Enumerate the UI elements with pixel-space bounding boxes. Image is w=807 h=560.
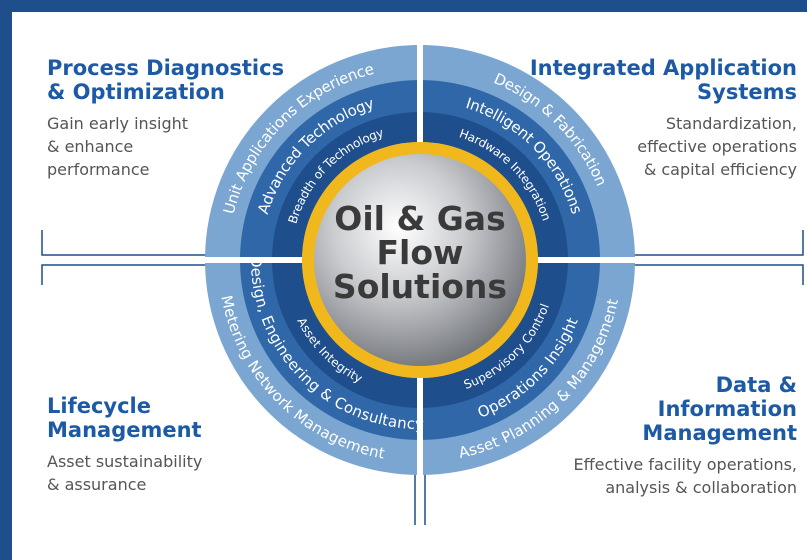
diagram: Oil & GasFlowSolutionsUnit Applications … (0, 0, 807, 560)
quadrant-description: Asset sustainability (47, 452, 202, 471)
quadrant-description: performance (47, 160, 149, 179)
quadrant-description: & enhance (47, 137, 133, 156)
center-title: Solutions (333, 267, 507, 306)
quadrant-description: & capital efficiency (644, 160, 797, 179)
quadrant-description: Gain early insight (47, 114, 188, 133)
quadrant-description: analysis & collaboration (605, 478, 797, 497)
quadrant-title: Process Diagnostics (47, 56, 284, 80)
quadrant-title: Systems (697, 80, 797, 104)
quadrant-title: Lifecycle (47, 394, 151, 418)
quadrant-description: Effective facility operations, (573, 455, 797, 474)
left-border (0, 0, 12, 560)
quadrant-title: Data & (716, 373, 797, 397)
quadrant-title: Management (47, 418, 202, 442)
quadrant-title: Information (658, 397, 797, 421)
top-border (0, 0, 807, 12)
quadrant-description: effective operations (637, 137, 797, 156)
quadrant-title: & Optimization (47, 80, 225, 104)
quadrant-description: Standardization, (666, 114, 797, 133)
quadrant-description: & assurance (47, 475, 146, 494)
quadrant-title: Management (642, 421, 797, 445)
quadrant-title: Integrated Application (530, 56, 797, 80)
